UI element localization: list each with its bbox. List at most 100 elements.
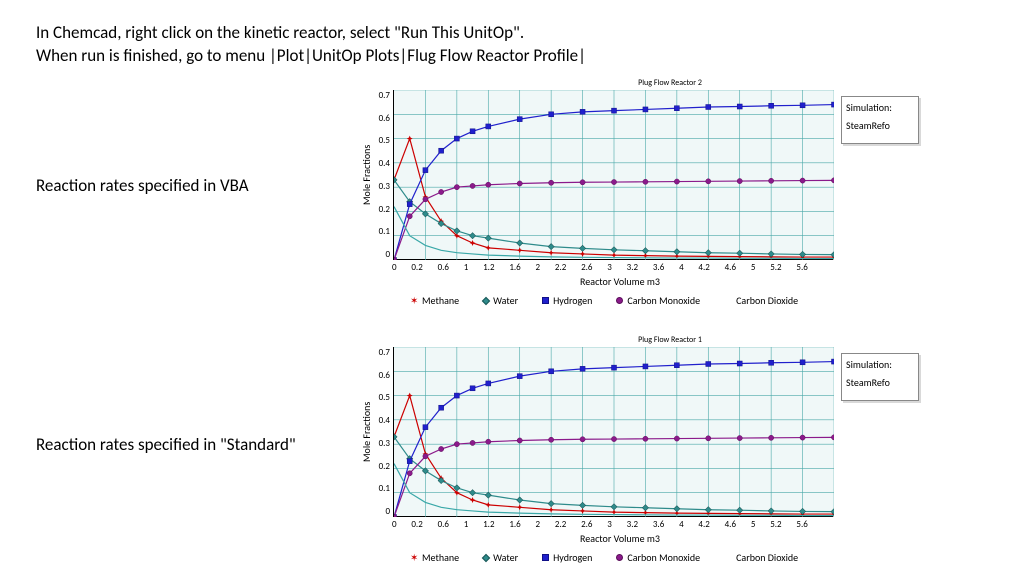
legend-item: Water [483, 294, 518, 307]
y-tick: 0.1 [375, 226, 390, 237]
legend-item: Hydrogen [542, 294, 592, 307]
instruction-line-1: In Chemcad, right click on the kinetic r… [36, 22, 586, 45]
y-ticks: 0.70.60.50.40.30.20.10 [375, 347, 393, 517]
legend-item: Carbon Dioxide [724, 294, 798, 307]
legend-vba: ✶Methane Water Hydrogen Carbon Monoxide Carb… [410, 294, 980, 307]
legend-item: Water [483, 551, 518, 564]
x-tick: 5.2 [770, 262, 781, 273]
x-tick: 2 [536, 262, 541, 273]
y-ticks: 0.7 0.6 0.5 0.4 0.3 0.2 0.1 0 [375, 90, 393, 260]
y-tick: 0.2 [375, 204, 390, 215]
x-tick: 5.6 [796, 262, 807, 273]
x-tick: 3.6 [653, 262, 664, 273]
chart-vba: Plug Flow Reactor 2 Mole Fractions 0.70.… [360, 78, 980, 307]
x-tick: 1.2 [483, 519, 494, 530]
y-tick: 0.7 [375, 90, 390, 101]
x-tick: 3.2 [627, 519, 638, 530]
y-axis-label: Mole Fractions [360, 90, 373, 260]
x-tick: 1.2 [483, 262, 494, 273]
plot-area-standard [393, 347, 833, 517]
infobox-line2: SteamRefo [846, 376, 914, 390]
legend-label: Carbon Monoxide [627, 294, 700, 307]
x-tick: 4 [679, 262, 684, 273]
x-tick: 2.2 [555, 519, 566, 530]
x-tick: 1.6 [509, 262, 520, 273]
legend-label: Methane [422, 551, 459, 564]
legend-label: Carbon Monoxide [627, 551, 700, 564]
legend-label: Methane [422, 294, 459, 307]
left-label-standard: Reaction rates specified in "Standard" [36, 434, 296, 455]
x-tick: 0.6 [438, 519, 449, 530]
x-tick: 0 [392, 262, 397, 273]
infobox-line1: Simulation: [846, 101, 914, 115]
legend-label: Hydrogen [553, 551, 592, 564]
y-tick: 0.4 [375, 158, 390, 169]
x-axis-label: Reactor Volume m3 [400, 275, 840, 288]
legend-item: Carbon Monoxide [616, 551, 700, 564]
chart-standard: Plug Flow Reactor 1 Mole Fractions 0.7 0.… [360, 335, 980, 564]
x-tick: 5.2 [770, 519, 781, 530]
x-tick: 4.2 [698, 519, 709, 530]
infobox-line1: Simulation: [846, 358, 914, 372]
y-tick: 0.2 [375, 461, 390, 472]
x-tick: 2.6 [581, 262, 592, 273]
legend-item: ✶Methane [410, 294, 459, 307]
x-tick: 0 [392, 519, 397, 530]
legend-label: Hydrogen [553, 294, 592, 307]
legend-marker-circle [616, 554, 623, 561]
x-ticks: 00.20.611.21.622.22.633.23.644.24.655.25… [360, 262, 808, 273]
y-tick: 0.4 [375, 415, 390, 426]
y-tick: 0.5 [375, 135, 390, 146]
x-tick: 1.6 [509, 519, 520, 530]
x-tick: 4.2 [698, 262, 709, 273]
legend-item: Hydrogen [542, 551, 592, 564]
y-tick: 0.3 [375, 438, 390, 449]
info-box-vba: Simulation: SteamRefo [841, 96, 919, 144]
x-tick: 3 [607, 519, 612, 530]
x-tick: 1 [464, 262, 469, 273]
y-tick: 0 [375, 506, 390, 517]
y-tick: 0.5 [375, 392, 390, 403]
info-box-standard: Simulation: SteamRefo [841, 353, 919, 401]
y-axis-label: Mole Fractions [360, 347, 373, 517]
legend-marker-none [724, 554, 732, 562]
y-tick: 0.3 [375, 181, 390, 192]
x-axis-label: Reactor Volume m3 [400, 532, 840, 545]
legend-label: Water [493, 294, 518, 307]
x-tick: 1 [464, 519, 469, 530]
chart-title-top: Plug Flow Reactor 2 [360, 78, 980, 88]
legend-marker-square [542, 554, 549, 561]
y-tick: 0.6 [375, 113, 390, 124]
x-tick: 5.6 [796, 519, 807, 530]
legend-marker-square [542, 297, 549, 304]
x-tick: 3 [607, 262, 612, 273]
x-tick: 0.2 [411, 519, 422, 530]
y-tick: 0 [375, 249, 390, 260]
legend-label: Water [493, 551, 518, 564]
x-tick: 4.6 [725, 262, 736, 273]
y-tick: 0.6 [375, 370, 390, 381]
legend-marker-star: ✶ [410, 554, 418, 562]
instruction-line-2: When run is finished, go to menu |Plot|U… [36, 45, 586, 68]
legend-marker-none [724, 297, 732, 305]
left-label-vba: Reaction rates specified in VBA [36, 175, 249, 196]
x-tick: 3.6 [653, 519, 664, 530]
legend-item: ✶ Methane [410, 551, 459, 564]
chart-title-bottom: Plug Flow Reactor 1 [360, 335, 980, 345]
x-tick: 2.6 [581, 519, 592, 530]
legend-marker-diamond [482, 553, 490, 561]
x-tick: 4 [679, 519, 684, 530]
y-tick: 0.7 [375, 347, 390, 358]
legend-marker-diamond [482, 296, 490, 304]
legend-label: Carbon Dioxide [736, 551, 798, 564]
legend-standard: ✶ Methane Water Hydrogen Carbon Monoxide Carb… [410, 551, 980, 564]
x-tick: 0.6 [438, 262, 449, 273]
x-ticks: 00.20.611.21.622.22.633.23.644.24.655.25… [360, 519, 808, 530]
legend-item: Carbon Dioxide [724, 551, 798, 564]
x-tick: 2.2 [555, 262, 566, 273]
instructions-block: In Chemcad, right click on the kinetic r… [36, 22, 586, 68]
x-tick: 4.6 [725, 519, 736, 530]
infobox-line2: SteamRefo [846, 119, 914, 133]
legend-item: Carbon Monoxide [616, 294, 700, 307]
legend-marker-circle [616, 297, 623, 304]
